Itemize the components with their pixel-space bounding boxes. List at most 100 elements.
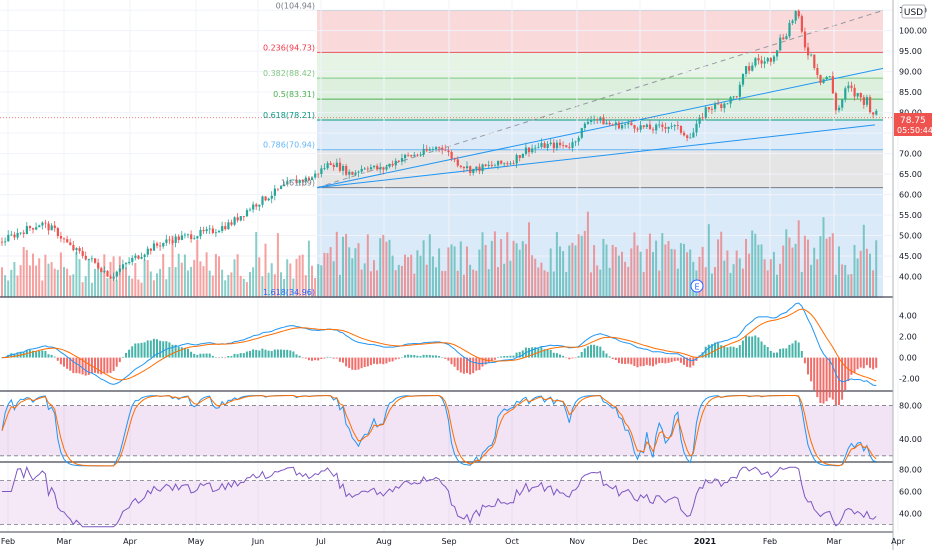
volume-bar xyxy=(785,229,788,297)
candle-body xyxy=(872,112,875,115)
macd-histogram-bar xyxy=(245,351,248,358)
fib-level-label: 0(104.94) xyxy=(276,1,315,10)
macd-histogram-bar xyxy=(171,344,174,358)
volume-bar xyxy=(487,269,490,297)
macd-histogram-bar xyxy=(298,355,301,358)
volume-bar xyxy=(431,256,434,297)
volume-bar xyxy=(44,254,47,297)
volume-bar xyxy=(379,238,382,297)
macd-histogram-bar xyxy=(586,346,589,358)
candle-body xyxy=(140,257,143,259)
macd-histogram-bar xyxy=(149,340,152,358)
macd-histogram-bar xyxy=(816,357,819,398)
candle-body xyxy=(63,238,66,240)
candle-body xyxy=(707,107,710,110)
volume-bar xyxy=(850,274,853,297)
volume-bar xyxy=(546,271,549,297)
macd-histogram-bar xyxy=(143,342,146,358)
candle-body xyxy=(193,238,196,240)
time-tick-label: Apr xyxy=(891,537,906,546)
macd-histogram-bar xyxy=(717,342,720,358)
volume-bar xyxy=(466,246,468,297)
macd-histogram-bar xyxy=(735,347,738,358)
macd-histogram-bar xyxy=(481,357,484,367)
macd-histogram-bar xyxy=(776,352,778,358)
volume-bar xyxy=(856,258,859,297)
volume-bar xyxy=(509,260,512,297)
candle-body xyxy=(28,226,32,229)
candle-body xyxy=(56,228,59,236)
macd-histogram-bar xyxy=(621,357,623,364)
volume-bar xyxy=(515,243,518,297)
volume-bar xyxy=(360,269,363,297)
trend-lines[interactable] xyxy=(316,67,884,189)
macd-histogram-bar xyxy=(174,344,177,358)
macd-histogram-bar xyxy=(503,356,506,358)
time-axis[interactable]: Feb Mar Apr May Jun Jul Aug Sep Oct Nov Dec 2021 Feb… xyxy=(1,537,906,546)
candle-body xyxy=(813,54,816,68)
macd-histogram-bar xyxy=(707,344,710,358)
macd-histogram-bar xyxy=(416,355,419,358)
macd-histogram-bar xyxy=(686,357,689,367)
trend-line[interactable] xyxy=(316,67,884,189)
macd-histogram-bar xyxy=(602,350,605,358)
candle-body xyxy=(407,154,410,156)
volume-bar xyxy=(583,230,586,297)
macd-histogram-bar xyxy=(810,357,813,382)
macd-histogram-bar xyxy=(841,357,844,400)
macd-histogram-bar xyxy=(676,357,679,361)
candle-body xyxy=(230,222,233,225)
volume-bar xyxy=(249,272,251,297)
volume-bar xyxy=(853,245,856,297)
volume-bar xyxy=(357,243,360,297)
candle-body xyxy=(121,264,125,269)
volume-bar xyxy=(320,265,323,297)
macd-histogram-bar xyxy=(459,357,462,373)
candle-body xyxy=(515,155,518,164)
macd-histogram-bar xyxy=(723,346,726,358)
volume-bar xyxy=(841,264,844,297)
macd-histogram-bar xyxy=(540,347,543,358)
macd-histogram-bar xyxy=(745,336,747,358)
rsi-tick-label: 60.00 xyxy=(899,488,922,497)
volume-bar xyxy=(152,280,155,297)
candle-body xyxy=(475,166,478,169)
macd-histogram-bar xyxy=(301,357,304,359)
candle-body xyxy=(472,168,475,173)
candle-body xyxy=(118,268,121,272)
fib-level-label: 1(61.69) xyxy=(281,179,315,188)
currency-badge[interactable] xyxy=(901,4,926,19)
candle-body xyxy=(323,168,326,169)
candle-body xyxy=(348,171,351,175)
candle-body xyxy=(373,165,376,168)
candle-body xyxy=(233,217,236,225)
candle-body xyxy=(543,143,546,148)
candle-body xyxy=(726,103,729,105)
macd-histogram-bar xyxy=(648,357,651,366)
macd-histogram-bar xyxy=(72,357,75,374)
volume-bar xyxy=(701,247,704,297)
volume-bar xyxy=(193,259,196,297)
candle-body xyxy=(75,248,78,251)
candle-body xyxy=(611,124,614,126)
macd-histogram-bar xyxy=(487,357,490,363)
candle-body xyxy=(664,127,667,129)
candle-body xyxy=(729,97,732,104)
candle-body xyxy=(382,167,385,170)
candle-body xyxy=(100,268,103,272)
trend-line[interactable] xyxy=(316,124,876,189)
candle-body xyxy=(94,258,97,263)
earnings-marker[interactable]: E xyxy=(690,279,704,293)
candle-body xyxy=(552,142,555,149)
volume-bar xyxy=(590,272,592,297)
macd-histogram-bar xyxy=(131,346,134,358)
candle-body xyxy=(450,152,453,159)
volume-bar xyxy=(301,254,304,297)
volume-bar xyxy=(286,259,289,297)
macd-histogram-bar xyxy=(642,357,645,367)
volume-bar xyxy=(16,275,19,297)
volume-bar xyxy=(794,243,797,297)
volume-bar xyxy=(490,240,493,297)
candle-body xyxy=(143,254,146,257)
grid-lines xyxy=(0,0,899,532)
